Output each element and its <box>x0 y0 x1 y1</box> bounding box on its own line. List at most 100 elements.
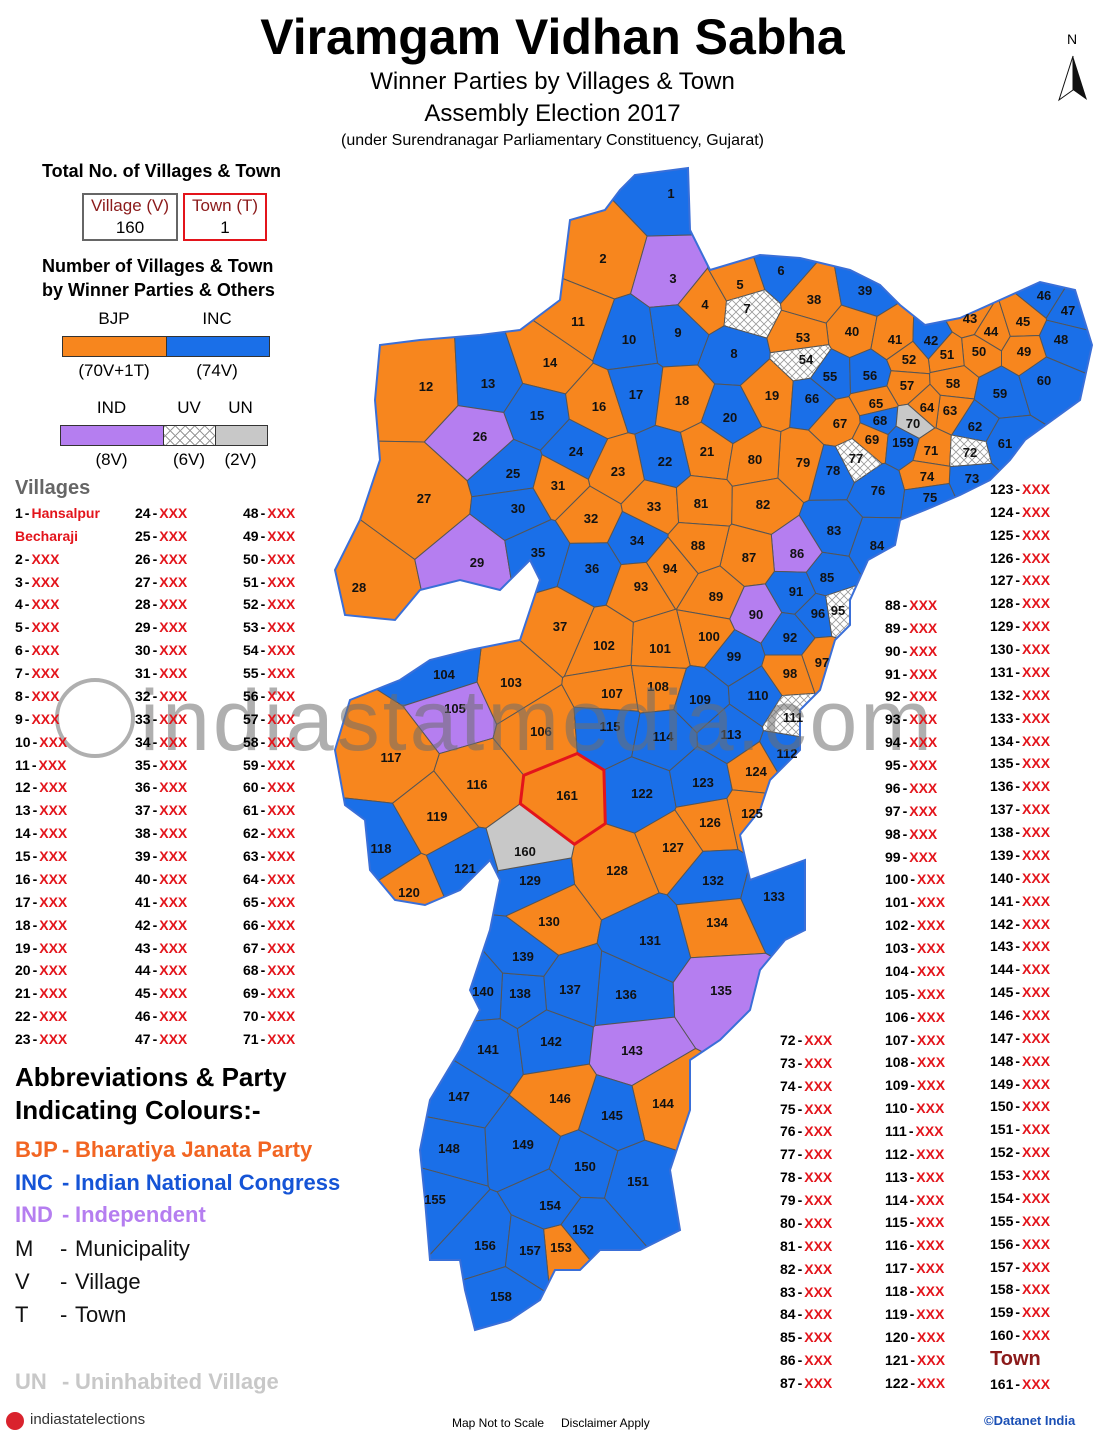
region <box>335 168 459 443</box>
village-entry: 134- XXX <box>990 732 1050 750</box>
region-label: 121 <box>454 861 476 876</box>
separator: - <box>902 779 908 796</box>
totals-title: Total No. of Villages & Town <box>42 161 282 181</box>
separator: - <box>260 642 266 659</box>
region-label: 46 <box>1037 288 1051 303</box>
region-label: 13 <box>481 376 495 391</box>
village-entry: 71- XXX <box>243 1030 295 1048</box>
separator: - <box>910 1031 916 1048</box>
village-name: XXX <box>1022 892 1051 909</box>
region-label: 58 <box>946 376 960 391</box>
village-id: 95 <box>885 757 901 774</box>
region-label: 111 <box>783 710 803 725</box>
abbr-sep: - <box>60 1302 68 1327</box>
separator: - <box>797 1077 803 1094</box>
separator: - <box>797 1146 803 1163</box>
separator: - <box>152 642 158 659</box>
village-name: XXX <box>1022 755 1051 772</box>
village-entry: 40- XXX <box>135 870 187 888</box>
village-id: 39 <box>135 848 151 865</box>
region-label: 110 <box>748 688 769 703</box>
village-entry: 41- XXX <box>135 893 187 911</box>
note: (under Surendranagar Parliamentary Const… <box>340 132 765 149</box>
village-entry: 133- XXX <box>990 709 1050 727</box>
village-entry: 148- XXX <box>990 1052 1050 1070</box>
separator: - <box>797 1100 803 1117</box>
separator: - <box>902 597 908 613</box>
village-name: XXX <box>159 779 188 796</box>
village-entry: 76- XXX <box>780 1122 832 1140</box>
region-label: 29 <box>470 555 484 570</box>
village-entry: 120- XXX <box>885 1328 945 1346</box>
village-entry: 64- XXX <box>243 870 295 888</box>
village-id: 24 <box>135 505 151 521</box>
abbr-sep: - <box>62 1137 70 1162</box>
separator: - <box>797 1375 803 1392</box>
region-label: 93 <box>634 579 648 594</box>
village-entry: 50- XXX <box>243 550 295 568</box>
village-name: XXX <box>1022 526 1051 543</box>
separator: - <box>260 733 266 750</box>
region-label: 153 <box>550 1240 572 1255</box>
village-entry: 157- XXX <box>990 1258 1050 1276</box>
village-id: 139 <box>990 846 1014 863</box>
village-id: 55 <box>243 665 259 682</box>
village-entry: 118- XXX <box>885 1282 944 1300</box>
abbr-meaning: Bharatiya Janata Party <box>75 1137 313 1162</box>
village-entry: 25- XXX <box>135 527 187 545</box>
village-name: XXX <box>267 573 296 590</box>
map-outline <box>333 166 1094 1332</box>
region-label: 9 <box>674 325 681 340</box>
village-name: Hansalpur Becharaji <box>15 505 100 544</box>
abbr-meaning: Village <box>75 1269 141 1294</box>
village-id: 10 <box>15 733 31 750</box>
abbr-code: UV <box>15 1336 46 1361</box>
village-id: 111 <box>885 1123 907 1139</box>
region-label: 65 <box>869 396 883 411</box>
village-id: 153 <box>990 1167 1014 1184</box>
region-label: 98 <box>783 666 797 681</box>
village-entry: 109- XXX <box>885 1076 945 1094</box>
village-name: XXX <box>39 848 68 865</box>
separator: - <box>152 848 158 865</box>
separator: - <box>797 1054 803 1071</box>
village-entry: 121- XXX <box>885 1351 945 1369</box>
region-label: 61 <box>998 436 1012 451</box>
village-entry: 88- XXX <box>885 596 937 614</box>
village-id: 11 <box>15 756 30 773</box>
village-name: XXX <box>267 527 296 544</box>
region-label: 20 <box>723 410 737 425</box>
separator: - <box>909 1168 915 1185</box>
village-id: 43 <box>135 939 151 956</box>
region-label: 26 <box>473 429 487 444</box>
separator: - <box>1015 709 1021 726</box>
village-entry: 11- XXX <box>15 756 67 774</box>
abbr-sep: - <box>62 1170 70 1195</box>
village-name: XXX <box>1022 778 1051 795</box>
region-label: 77 <box>849 451 863 466</box>
village-entry: 6- XXX <box>15 641 59 659</box>
village-id: 23 <box>15 1031 31 1047</box>
separator: - <box>152 1031 158 1047</box>
village-name: XXX <box>31 687 60 704</box>
village-entry: 116- XXX <box>885 1236 944 1254</box>
village-name: XXX <box>804 1260 833 1277</box>
village-name: XXX <box>1022 1007 1051 1023</box>
village-name: XXX <box>1022 618 1051 635</box>
region <box>645 536 699 610</box>
village-entry: 21- XXX <box>15 984 67 1002</box>
separator: - <box>910 985 916 1002</box>
village-id: 74 <box>780 1077 796 1094</box>
village-entry: 35- XXX <box>135 756 187 774</box>
village-id: 49 <box>243 527 259 544</box>
village-id: 138 <box>990 824 1014 841</box>
village-id: 108 <box>885 1054 909 1071</box>
village-entry: 15- XXX <box>15 847 67 865</box>
village-name: XXX <box>267 962 296 979</box>
village-name: XXX <box>267 939 296 956</box>
village-name: XXX <box>159 962 188 979</box>
abbr-sep: - <box>62 1369 70 1394</box>
village-name: XXX <box>1022 1327 1051 1344</box>
village-id: 135 <box>990 755 1014 772</box>
separator: - <box>152 825 158 842</box>
